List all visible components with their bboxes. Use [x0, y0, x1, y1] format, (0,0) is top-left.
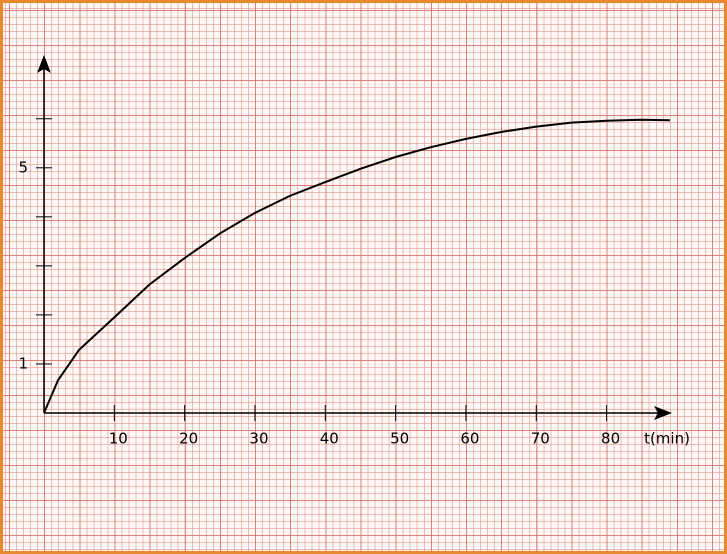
y-arrow — [37, 55, 51, 73]
x-tick-label: 10 — [109, 430, 128, 448]
curve — [43, 118, 670, 414]
x-tick-label: 30 — [249, 430, 268, 448]
x-tick-label: 60 — [460, 430, 479, 448]
x-tick-label: 20 — [179, 430, 198, 448]
y-tick-label: 5 — [18, 158, 28, 176]
y-tick-label: 1 — [18, 354, 28, 372]
x-tick-label: 70 — [531, 430, 550, 448]
x-tick-label: 80 — [601, 430, 620, 448]
x-axis-label: t(min) — [644, 430, 690, 448]
x-tick-label: 50 — [390, 430, 409, 448]
x-arrow — [654, 406, 672, 420]
x-tick-label: 40 — [320, 430, 339, 448]
